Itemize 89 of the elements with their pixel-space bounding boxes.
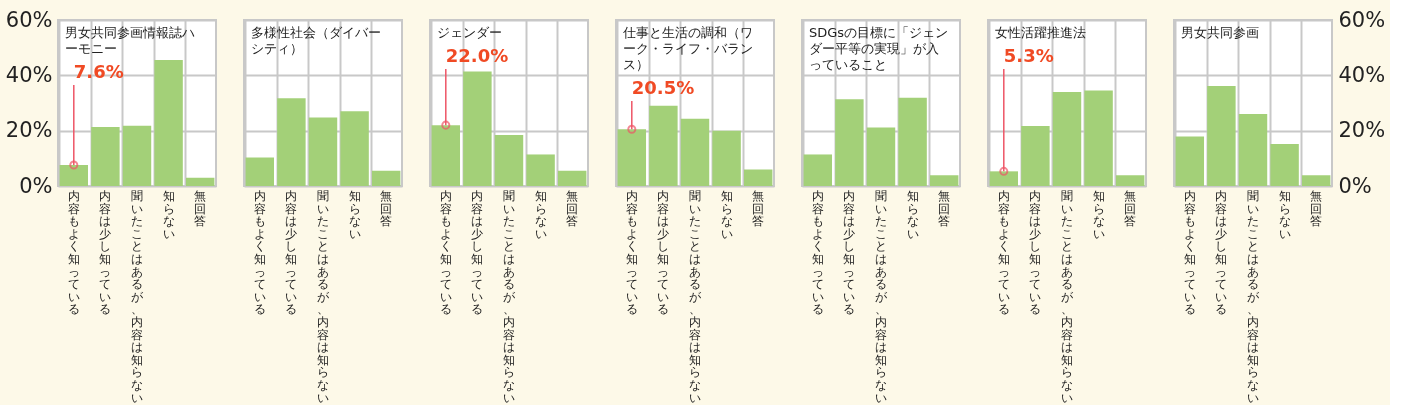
annotation: 7.6% [73,61,124,82]
y-tick-label: 40% [5,62,53,87]
category-label: 内容は少し知っている [99,189,112,317]
category-label: 聞いたことはあるが、内容は知らない [317,189,329,405]
annotation: 5.3% [1003,45,1054,66]
x-tick-label: 無回答 [1310,189,1323,229]
x-tick-label: 無回答 [752,189,765,229]
bar [340,111,369,186]
text: 多様性社会（ダイバーシティ） [251,25,381,56]
bar [494,135,524,186]
bar [185,177,215,186]
x-tick-label: 知らない [720,189,733,241]
chart-title: 男女共同参画 [1181,25,1259,40]
bar [431,125,461,186]
x-tick-label: 無回答 [938,189,951,229]
bar [59,164,89,186]
category-label: 内容もよく知っている [997,189,1010,317]
y-tick-label: 0% [1338,173,1372,198]
x-tick-label: 無回答 [566,189,579,229]
bar [866,127,896,186]
bar [1301,175,1331,186]
bar [1084,90,1113,186]
category-label: 内容は少し知っている [1029,189,1042,317]
bar [154,60,183,186]
category-label: 内容もよく知っている [439,189,452,317]
bar [989,171,1019,186]
bar [743,169,773,186]
category-label: 聞いたことはあるが、内容は知らない [131,189,143,405]
category-label: 聞いたことはあるが、内容は知らない [875,189,887,405]
category-label: 内容は少し知っている [843,189,856,317]
x-tick-label: 知らない [162,189,175,241]
category-label: 内容は少し知っている [657,189,670,317]
bar [91,127,120,186]
x-tick-label: 無回答 [194,189,207,229]
bar [898,97,927,186]
text: SDGsの目標に「ジェンダー平等の実現」が入っていること [809,25,949,72]
bar [617,129,647,186]
chart-title: ジェンダー [437,25,502,40]
category-label: 聞いたことはあるが、内容は知らない [1247,189,1259,405]
category-label: 内容もよく知っている [811,189,824,317]
category-label: 内容もよく知っている [67,189,80,317]
category-label: 内容は少し知っている [285,189,298,317]
chart-title: 女性活躍推進法 [995,25,1086,40]
category-label: 聞いたことはあるが、内容は知らない [503,189,515,405]
category-label: 内容は少し知っている [471,189,484,317]
bar [929,175,959,186]
bar [1238,114,1268,186]
bar [649,105,678,186]
bar [1021,125,1050,186]
category-label: 聞いたことはあるが、内容は知らない [689,189,701,405]
bar [1270,143,1299,186]
bar [122,125,152,186]
bar [1175,136,1205,186]
y-tick-label: 60% [5,7,53,32]
bar [245,157,275,186]
x-tick-label: 知らない [348,189,361,241]
bar [526,154,555,186]
category-label: 内容もよく知っている [253,189,266,317]
annotation: 20.5% [631,77,695,98]
y-tick-label: 0% [19,173,53,198]
bar [680,118,710,186]
bar [1052,91,1082,186]
bar [1115,175,1145,186]
y-tick-label: 20% [1338,118,1386,143]
y-tick-label: 40% [1338,62,1386,87]
bar [277,98,306,186]
bar [1207,86,1236,186]
bar [557,170,587,186]
annotation: 22.0% [445,45,509,66]
bar [308,117,338,186]
x-tick-label: 知らない [1092,189,1105,241]
bar [803,154,833,186]
x-tick-label: 知らない [534,189,547,241]
y-tick-label: 60% [1338,7,1386,32]
text: 仕事と生活の調和（ワーク・ライフ・バランス） [622,25,753,72]
x-tick-label: 知らない [906,189,919,241]
category-label: 聞いたことはあるが、内容は知らない [1061,189,1073,405]
category-label: 内容は少し知っている [1215,189,1228,317]
y-tick-label: 20% [5,118,53,143]
bar [835,99,864,186]
x-tick-label: 無回答 [1124,189,1137,229]
bar [712,130,741,186]
x-tick-label: 知らない [1278,189,1291,241]
category-label: 内容もよく知っている [1183,189,1196,317]
x-tick-label: 無回答 [380,189,393,229]
bar [371,170,401,186]
category-label: 内容もよく知っている [625,189,638,317]
bar [463,71,492,186]
text: 男女共同参画情報誌ハーモニー [65,25,195,56]
